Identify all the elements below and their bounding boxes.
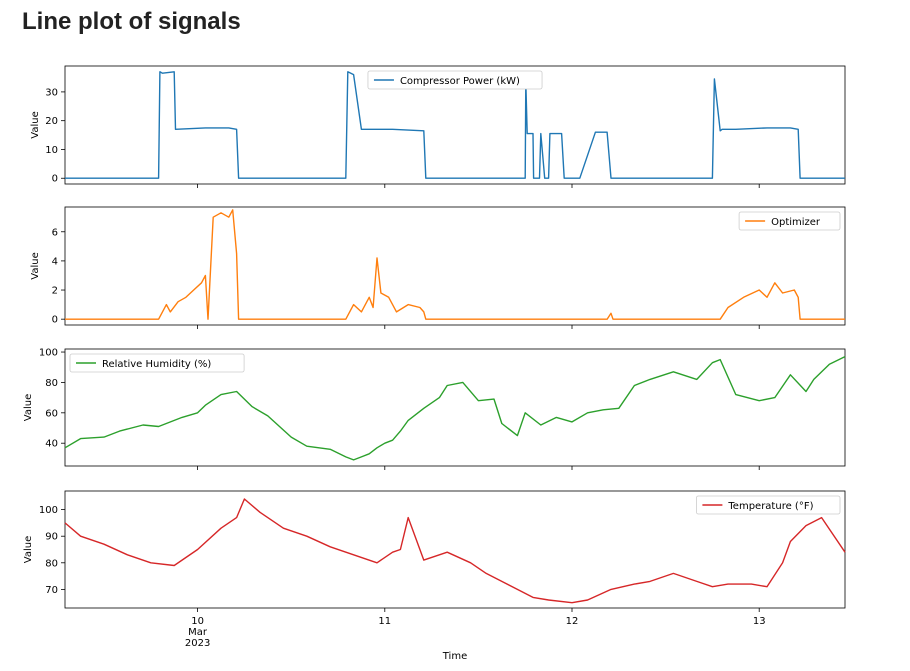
legend-box xyxy=(696,495,841,515)
y-tick-label: 20 xyxy=(45,116,58,127)
legend: Optimizer xyxy=(738,211,841,231)
y-tick-label: 2 xyxy=(52,286,58,297)
legend-label: Relative Humidity (%) xyxy=(102,359,211,370)
y-tick-label: 0 xyxy=(52,315,58,326)
axes-frame xyxy=(64,348,846,467)
y-axis-label: Value xyxy=(30,252,41,279)
y-tick-label: 60 xyxy=(45,408,58,419)
y-axis-label: Value xyxy=(23,394,34,421)
y-tick-label: 10 xyxy=(45,145,58,156)
y-tick-label: 100 xyxy=(39,348,58,359)
legend-box xyxy=(738,211,841,231)
x-tick-label: 10 xyxy=(191,616,204,627)
y-axis-label: Value xyxy=(30,111,41,138)
legend-label: Temperature (°F) xyxy=(727,501,813,512)
x-tick-sublabel: Mar xyxy=(188,627,208,638)
subplot-3: 40 60 80 100 Value Relative Humidity (%) xyxy=(23,348,846,470)
axes-frame xyxy=(64,206,846,326)
axes-frame xyxy=(64,490,846,609)
legend-box xyxy=(69,353,245,373)
x-tick-sublabel: 2023 xyxy=(185,638,210,649)
series-line-optimizer xyxy=(65,209,845,320)
page-title: Line plot of signals xyxy=(22,8,241,35)
series-line-compressor-power-kw xyxy=(65,71,845,179)
y-tick-label: 100 xyxy=(39,505,58,516)
y-tick-label: 0 xyxy=(52,174,58,185)
y-axis-label: Value xyxy=(23,536,34,563)
series-line-temperature-f xyxy=(64,498,846,604)
y-tick-label: 70 xyxy=(45,585,58,596)
y-tick-label: 80 xyxy=(45,378,58,389)
legend: Compressor Power (kW) xyxy=(367,70,543,90)
y-tick-label: 6 xyxy=(52,227,58,238)
y-tick-label: 80 xyxy=(45,558,58,569)
legend: Relative Humidity (%) xyxy=(69,353,245,373)
y-tick-label: 90 xyxy=(45,532,58,543)
y-tick-label: 40 xyxy=(45,439,58,450)
x-tick-label: 13 xyxy=(753,616,766,627)
legend-box xyxy=(367,70,543,90)
x-tick-label: 11 xyxy=(378,616,391,627)
subplot-1: 0 10 20 30 Value Compressor Power (kW) xyxy=(30,65,846,188)
legend-label: Optimizer xyxy=(771,217,821,228)
legend-label: Compressor Power (kW) xyxy=(400,76,520,87)
y-tick-label: 30 xyxy=(45,87,58,98)
legend: Temperature (°F) xyxy=(696,495,841,515)
series-line-relative-humidity xyxy=(64,355,846,461)
y-tick-label: 4 xyxy=(52,256,58,267)
axes-frame xyxy=(64,65,846,185)
subplot-2: 0 2 4 6 Value Optimizer xyxy=(30,206,846,329)
x-axis-label: Time xyxy=(442,651,467,662)
x-tick-label: 12 xyxy=(566,616,579,627)
